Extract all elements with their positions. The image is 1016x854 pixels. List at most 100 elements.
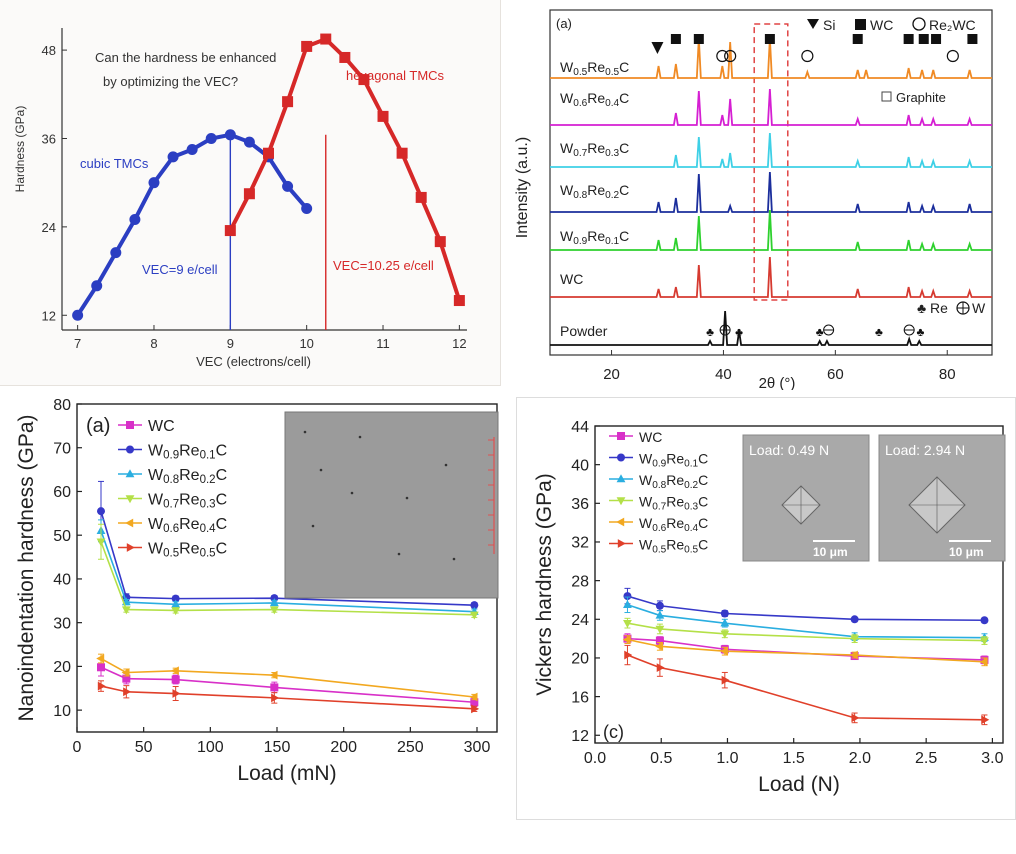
data-point xyxy=(96,538,106,547)
wc-peak-marker xyxy=(931,34,942,44)
plot-area: 7 8 9 10 11 12 12 24 36 48 VEC (electrons/cell) Har… xyxy=(13,28,467,369)
legend-label-marker: ♣ xyxy=(917,300,926,316)
series-label-part: 0.9 xyxy=(652,459,666,470)
wc-peak-marker xyxy=(764,34,775,44)
data-point xyxy=(122,674,131,683)
x-tick-label: 0.5 xyxy=(650,750,672,767)
y-tick-label: 36 xyxy=(42,131,56,146)
data-point xyxy=(377,110,389,122)
y-tick-label: 32 xyxy=(571,535,589,552)
data-point xyxy=(172,689,181,698)
y-tick-label: 16 xyxy=(571,689,589,706)
x-tick-label: 80 xyxy=(939,366,956,383)
series-line xyxy=(627,654,985,721)
x-axis-label: Load (N) xyxy=(758,773,840,796)
x-tick-label: 2.0 xyxy=(849,750,871,767)
series-label-part: C xyxy=(698,472,708,488)
legend: Si WC Re₂WC Graphite ♣ Re W xyxy=(807,17,986,316)
series-label-part: W xyxy=(148,467,164,484)
series-label-part: W xyxy=(639,494,653,510)
graphite-marker xyxy=(881,91,892,102)
y-tick-label: 44 xyxy=(571,419,589,436)
y-axis-label: Intensity (a.u.) xyxy=(514,137,531,238)
data-point xyxy=(721,675,730,685)
indent-mark xyxy=(444,463,448,467)
legend-label: Re xyxy=(930,300,948,316)
y-tick-label: 10 xyxy=(53,703,71,720)
data-point xyxy=(656,663,665,673)
series-label-part: 0.5 xyxy=(200,548,216,560)
data-point xyxy=(171,594,180,603)
legend-label: Re₂WC xyxy=(929,17,976,33)
series-label-part: 0.6 xyxy=(573,98,587,109)
highlight-region xyxy=(753,23,789,301)
legend-label: W0.9Re0.1C xyxy=(639,451,708,470)
series-label-part: C xyxy=(619,228,629,244)
series-label-part: Re xyxy=(179,467,200,484)
legend-marker xyxy=(617,539,626,548)
series-label-part: 0.1 xyxy=(605,236,619,247)
legend-label: W0.5Re0.5C xyxy=(639,537,708,556)
legend-marker xyxy=(126,543,135,552)
data-point xyxy=(434,236,446,248)
series-label-part: C xyxy=(619,90,629,106)
x-tick-label: 60 xyxy=(827,366,844,383)
series-label-part: C xyxy=(216,492,228,509)
series-label-part: 0.3 xyxy=(200,499,216,511)
y-tick-label: 36 xyxy=(571,496,589,513)
x-tick-label: 0.0 xyxy=(584,750,606,767)
data-point xyxy=(622,635,631,644)
data-point xyxy=(205,132,217,144)
si-peak-marker xyxy=(651,42,664,54)
series-label-part: Re xyxy=(179,443,200,460)
data-point xyxy=(91,280,103,292)
series-label-part: 0.7 xyxy=(163,499,179,511)
wc-peak-marker xyxy=(918,34,929,44)
series-label: Powder xyxy=(560,323,608,339)
x-tick-label: 8 xyxy=(150,336,157,351)
x-tick-label: 9 xyxy=(227,336,234,351)
data-point xyxy=(171,675,180,684)
legend-label: Si xyxy=(823,17,835,33)
series-label-part: C xyxy=(698,537,708,553)
data-point xyxy=(655,641,664,651)
data-point xyxy=(97,681,106,691)
data-point xyxy=(339,51,351,63)
series-label-part: C xyxy=(698,451,708,467)
legend-marker xyxy=(125,469,135,478)
series-label: W0.6Re0.4C xyxy=(560,90,629,109)
legend-label: W0.8Re0.2C xyxy=(639,472,708,491)
panel-label: (c) xyxy=(603,722,624,742)
data-point xyxy=(243,188,255,200)
x-tick-label: 150 xyxy=(264,739,291,756)
data-point xyxy=(623,592,632,601)
data-point xyxy=(171,607,181,616)
data-point xyxy=(655,625,665,634)
x-axis-label: VEC (electrons/cell) xyxy=(196,354,311,369)
series-label-part: 0.7 xyxy=(652,502,666,513)
data-point xyxy=(301,40,313,52)
y-tick-label: 28 xyxy=(571,573,589,590)
x-tick-label: 200 xyxy=(330,739,357,756)
si-marker xyxy=(807,19,819,29)
data-point xyxy=(980,637,989,646)
data-point xyxy=(624,650,633,660)
y-tick-label: 12 xyxy=(42,308,56,323)
wc-peak-marker xyxy=(903,34,914,44)
data-point xyxy=(72,309,84,321)
series-label-part: C xyxy=(619,59,629,75)
legend-label: W0.9Re0.1C xyxy=(148,443,227,462)
data-point xyxy=(97,507,105,516)
data-point xyxy=(224,129,236,141)
series-line xyxy=(100,657,475,698)
x-tick-label: 40 xyxy=(715,366,732,383)
series-label-part: W xyxy=(639,472,653,488)
legend-label: W0.8Re0.2C xyxy=(148,467,227,486)
series-label-part: C xyxy=(619,140,629,156)
data-point xyxy=(282,96,294,108)
legend-label: W0.7Re0.3C xyxy=(639,494,708,513)
series-label-part: W xyxy=(560,140,574,156)
y-tick-label: 12 xyxy=(571,728,589,745)
xrd-pattern xyxy=(550,37,992,79)
legend-marker xyxy=(125,495,135,504)
